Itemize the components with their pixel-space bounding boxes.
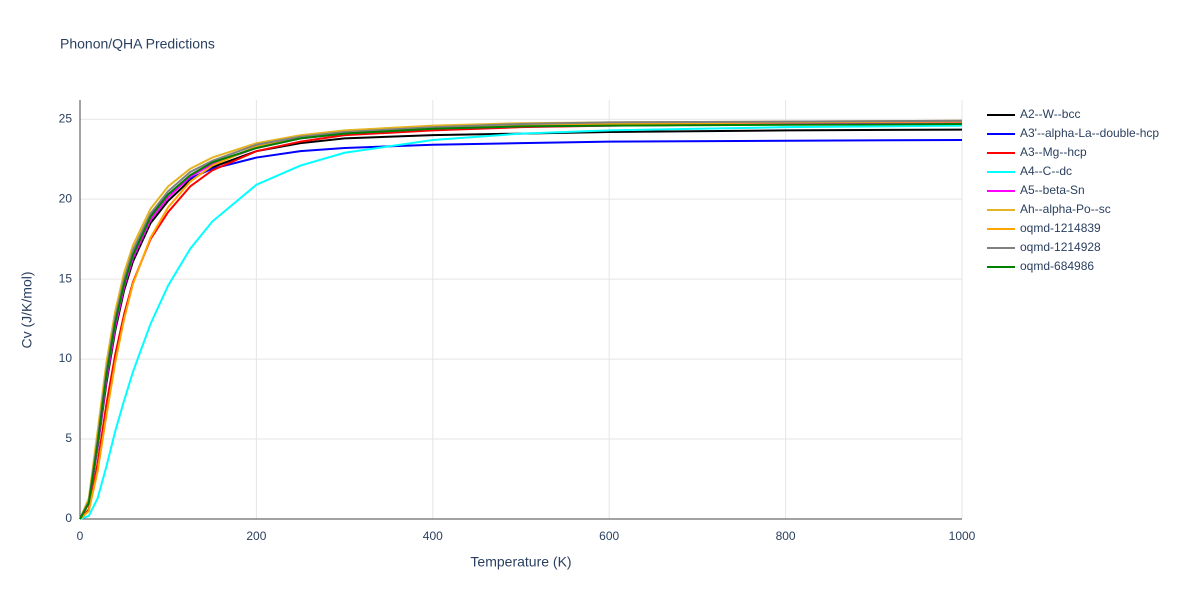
x-tick-label: 400 (423, 529, 443, 543)
y-tick-label: 0 (65, 511, 72, 525)
legend-label: oqmd-1214928 (1020, 240, 1101, 254)
data-line (79, 128, 963, 520)
legend-label: A5--beta-Sn (1020, 183, 1085, 197)
legend-label: oqmd-1214839 (1020, 221, 1101, 235)
data-line (79, 122, 963, 520)
y-axis-title: Cv (J/K/mol) (19, 272, 35, 349)
y-tick-label: 25 (59, 111, 73, 125)
legend-label: Ah--alpha-Po--sc (1020, 202, 1111, 216)
legend-label: oqmd-684986 (1020, 259, 1094, 273)
x-tick-label: 600 (599, 529, 619, 543)
chart-title: Phonon/QHA Predictions (60, 36, 215, 52)
x-tick-label: 800 (776, 529, 796, 543)
data-line (79, 138, 963, 520)
data-line (79, 122, 963, 520)
data-line (79, 119, 963, 520)
x-tick-label: 1000 (949, 529, 976, 543)
data-line (79, 124, 963, 520)
y-tick-label: 15 (59, 271, 73, 285)
legend-label: A3--Mg--hcp (1020, 145, 1087, 159)
y-tick-label: 5 (65, 431, 72, 445)
y-tick-label: 10 (59, 351, 73, 365)
legend-label: A3'--alpha-La--double-hcp (1020, 126, 1159, 140)
legend-label: A4--C--dc (1020, 164, 1072, 178)
data-line (79, 122, 963, 520)
legend-label: A2--W--bcc (1020, 107, 1080, 121)
data-line (79, 120, 963, 520)
x-tick-label: 0 (77, 529, 84, 543)
x-tick-label: 200 (246, 529, 266, 543)
y-tick-label: 20 (59, 191, 73, 205)
x-axis-title: Temperature (K) (470, 554, 571, 570)
data-line (79, 119, 963, 520)
